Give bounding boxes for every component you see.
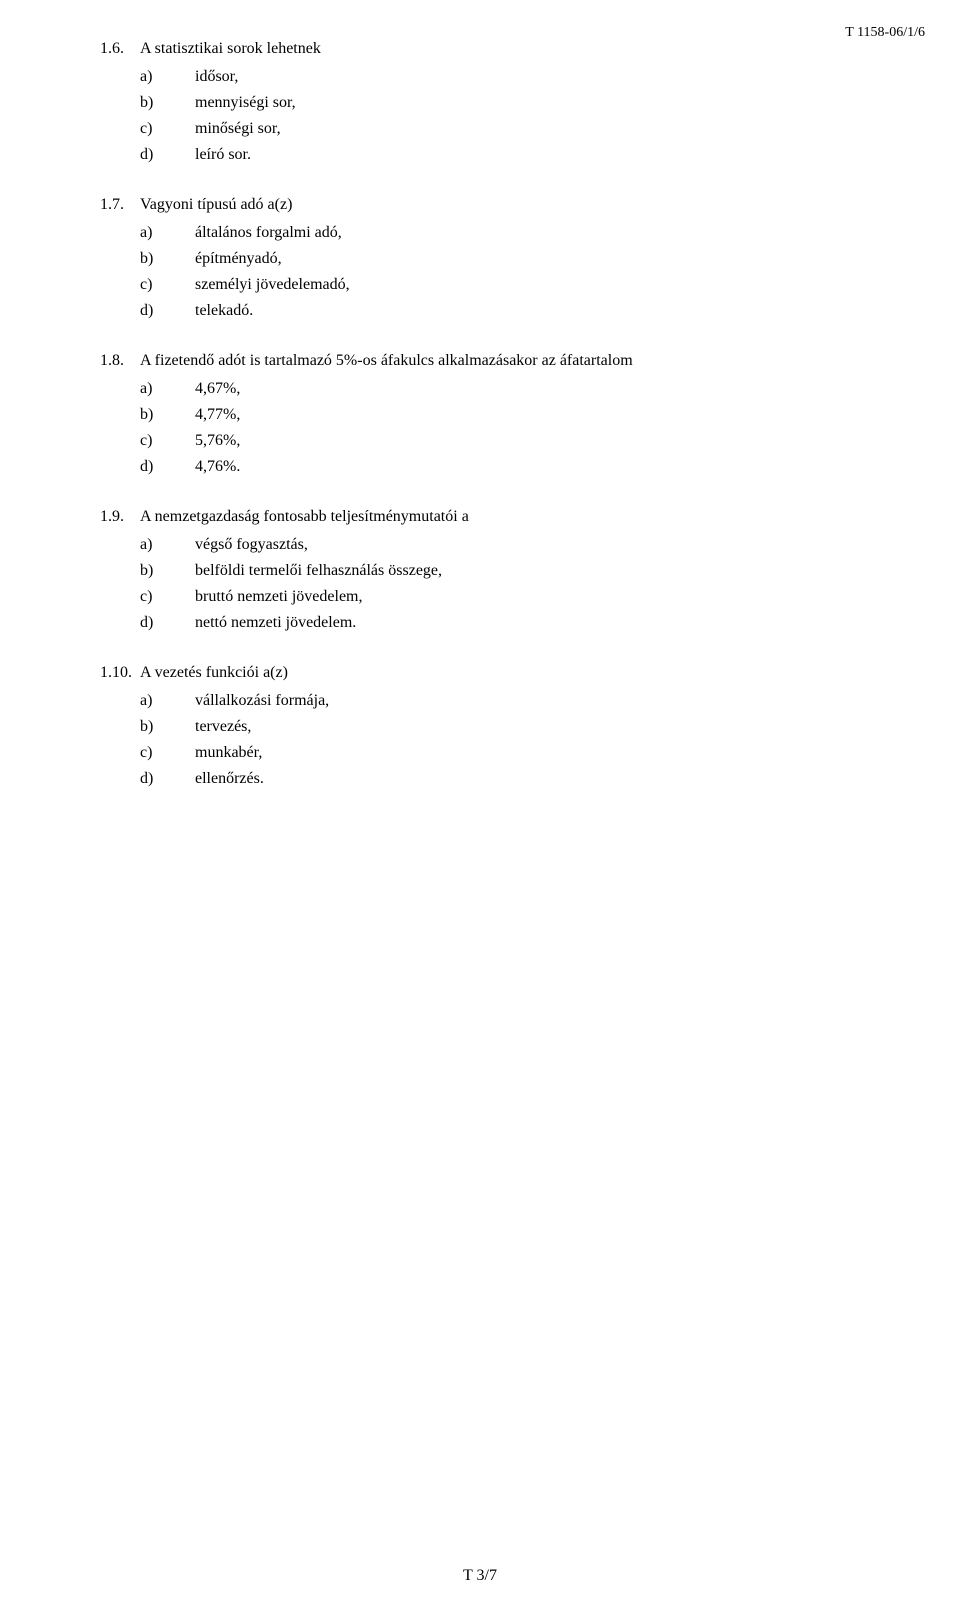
option-text: telekadó. [195,302,860,320]
options-list: a) idősor, b) mennyiségi sor, c) minőség… [100,68,860,164]
option-text: 4,76%. [195,458,860,476]
option-row: d) telekadó. [140,302,860,320]
option-label: c) [140,120,195,138]
option-row: a) idősor, [140,68,860,86]
options-list: a) általános forgalmi adó, b) építményad… [100,224,860,320]
option-row: d) ellenőrzés. [140,770,860,788]
option-text: minőségi sor, [195,120,860,138]
option-row: a) vállalkozási formája, [140,692,860,710]
option-row: d) 4,76%. [140,458,860,476]
question-title: 1.10. A vezetés funkciói a(z) [100,664,860,682]
option-text: belföldi termelői felhasználás összege, [195,562,860,580]
question-block: 1.10. A vezetés funkciói a(z) a) vállalk… [100,664,860,788]
option-row: b) építményadó, [140,250,860,268]
option-label: b) [140,718,195,736]
option-row: b) belföldi termelői felhasználás összeg… [140,562,860,580]
option-label: b) [140,94,195,112]
option-row: b) mennyiségi sor, [140,94,860,112]
question-title: 1.7. Vagyoni típusú adó a(z) [100,196,860,214]
option-label: a) [140,224,195,242]
question-block: 1.7. Vagyoni típusú adó a(z) a) általáno… [100,196,860,320]
option-label: a) [140,536,195,554]
option-label: a) [140,68,195,86]
option-row: b) tervezés, [140,718,860,736]
option-label: d) [140,614,195,632]
option-text: bruttó nemzeti jövedelem, [195,588,860,606]
question-number: 1.6. [100,40,140,58]
option-text: végső fogyasztás, [195,536,860,554]
option-text: 4,77%, [195,406,860,424]
option-text: munkabér, [195,744,860,762]
option-label: d) [140,302,195,320]
question-text: A statisztikai sorok lehetnek [140,40,860,58]
question-title: 1.9. A nemzetgazdaság fontosabb teljesít… [100,508,860,526]
footer-page-number: T 3/7 [463,1567,497,1585]
question-title: 1.6. A statisztikai sorok lehetnek [100,40,860,58]
options-list: a) végső fogyasztás, b) belföldi termelő… [100,536,860,632]
option-text: 4,67%, [195,380,860,398]
option-text: mennyiségi sor, [195,94,860,112]
option-row: a) 4,67%, [140,380,860,398]
option-label: b) [140,562,195,580]
option-label: b) [140,250,195,268]
option-row: b) 4,77%, [140,406,860,424]
option-row: a) általános forgalmi adó, [140,224,860,242]
option-label: c) [140,588,195,606]
question-text: A nemzetgazdaság fontosabb teljesítménym… [140,508,860,526]
question-block: 1.9. A nemzetgazdaság fontosabb teljesít… [100,508,860,632]
document-content: 1.6. A statisztikai sorok lehetnek a) id… [100,40,860,788]
option-row: c) 5,76%, [140,432,860,450]
option-text: idősor, [195,68,860,86]
question-number: 1.7. [100,196,140,214]
question-text: Vagyoni típusú adó a(z) [140,196,860,214]
option-row: c) munkabér, [140,744,860,762]
question-block: 1.6. A statisztikai sorok lehetnek a) id… [100,40,860,164]
options-list: a) 4,67%, b) 4,77%, c) 5,76%, d) 4,76%. [100,380,860,476]
option-row: d) leíró sor. [140,146,860,164]
option-label: c) [140,276,195,294]
question-title: 1.8. A fizetendő adót is tartalmazó 5%-o… [100,352,860,370]
option-text: személyi jövedelemadó, [195,276,860,294]
option-label: c) [140,432,195,450]
option-text: nettó nemzeti jövedelem. [195,614,860,632]
option-label: c) [140,744,195,762]
options-list: a) vállalkozási formája, b) tervezés, c)… [100,692,860,788]
option-label: d) [140,458,195,476]
option-label: b) [140,406,195,424]
option-text: tervezés, [195,718,860,736]
option-text: leíró sor. [195,146,860,164]
option-label: d) [140,146,195,164]
question-number: 1.10. [100,664,140,682]
option-row: a) végső fogyasztás, [140,536,860,554]
option-row: c) személyi jövedelemadó, [140,276,860,294]
option-label: a) [140,380,195,398]
option-text: 5,76%, [195,432,860,450]
question-number: 1.8. [100,352,140,370]
option-row: d) nettó nemzeti jövedelem. [140,614,860,632]
question-text: A fizetendő adót is tartalmazó 5%-os áfa… [140,352,860,370]
question-block: 1.8. A fizetendő adót is tartalmazó 5%-o… [100,352,860,476]
option-text: vállalkozási formája, [195,692,860,710]
option-row: c) bruttó nemzeti jövedelem, [140,588,860,606]
option-label: d) [140,770,195,788]
option-text: ellenőrzés. [195,770,860,788]
header-code: T 1158-06/1/6 [845,25,925,41]
option-text: általános forgalmi adó, [195,224,860,242]
question-number: 1.9. [100,508,140,526]
option-text: építményadó, [195,250,860,268]
question-text: A vezetés funkciói a(z) [140,664,860,682]
option-label: a) [140,692,195,710]
option-row: c) minőségi sor, [140,120,860,138]
